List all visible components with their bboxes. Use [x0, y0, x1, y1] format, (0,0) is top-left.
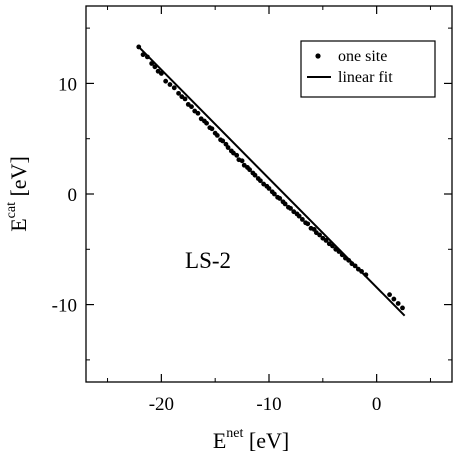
data-point [352, 263, 358, 269]
data-points [136, 44, 405, 311]
x-axis-label-sup: net [226, 426, 243, 441]
data-point [176, 90, 181, 96]
data-point [299, 217, 305, 222]
data-point [171, 85, 177, 91]
legend-label-linear-fit: linear fit [338, 69, 393, 86]
x-axis-label-base: E [213, 428, 226, 453]
data-point [257, 178, 263, 184]
legend-label-one-site: one site [338, 48, 387, 65]
data-point [204, 120, 209, 126]
data-point [234, 152, 240, 158]
data-point [271, 191, 277, 197]
data-point [239, 158, 245, 164]
y-axis-label-unit: [eV] [6, 156, 31, 202]
data-point [252, 172, 258, 178]
data-point [346, 257, 352, 263]
data-point [323, 238, 329, 243]
data-point [152, 64, 158, 70]
legend-box [300, 40, 436, 98]
data-point [140, 52, 146, 58]
data-point [296, 213, 302, 219]
data-point [136, 44, 142, 50]
data-point [359, 269, 364, 274]
data-point [163, 78, 169, 84]
data-point [317, 232, 322, 238]
x-tick-label: -20 [149, 394, 174, 415]
data-point [387, 292, 392, 298]
data-point [149, 61, 155, 66]
data-point [288, 205, 293, 211]
data-point [330, 243, 335, 249]
data-point [182, 96, 188, 102]
data-point [195, 110, 201, 116]
data-point [282, 201, 288, 207]
data-point [209, 126, 215, 132]
y-tick-label: -10 [52, 296, 77, 317]
legend: one site linear fit [300, 40, 436, 98]
x-tick-label: -10 [256, 394, 281, 415]
y-axis-label-base: E [6, 218, 31, 231]
data-point [363, 272, 369, 278]
annotation-ls2: LS-2 [185, 248, 231, 273]
x-axis-label-unit: [eV] [243, 428, 289, 453]
ticks [86, 6, 452, 382]
data-point [277, 196, 283, 201]
data-point [247, 167, 253, 173]
data-point [305, 221, 311, 227]
legend-dot-marker [315, 53, 321, 59]
y-tick-label: 10 [58, 74, 77, 95]
data-point [189, 104, 194, 110]
data-point [336, 249, 342, 254]
data-point [214, 132, 220, 138]
data-point [266, 186, 272, 191]
y-axis-label: Ecat [eV] [4, 156, 31, 232]
data-point [158, 71, 164, 76]
data-point [400, 305, 405, 311]
data-point [391, 296, 397, 302]
x-axis-label: Enet [eV] [213, 426, 289, 453]
x-tick-label: 0 [372, 394, 382, 415]
data-point [395, 301, 401, 306]
data-point [225, 145, 231, 150]
tick-labels: -20 -10 0 -10 0 10 [52, 74, 382, 415]
y-tick-label: 0 [68, 185, 78, 206]
data-point [144, 54, 150, 60]
y-axis-label-sup: cat [4, 202, 19, 218]
data-point [339, 252, 345, 258]
data-point [167, 82, 173, 87]
data-point [220, 138, 226, 144]
